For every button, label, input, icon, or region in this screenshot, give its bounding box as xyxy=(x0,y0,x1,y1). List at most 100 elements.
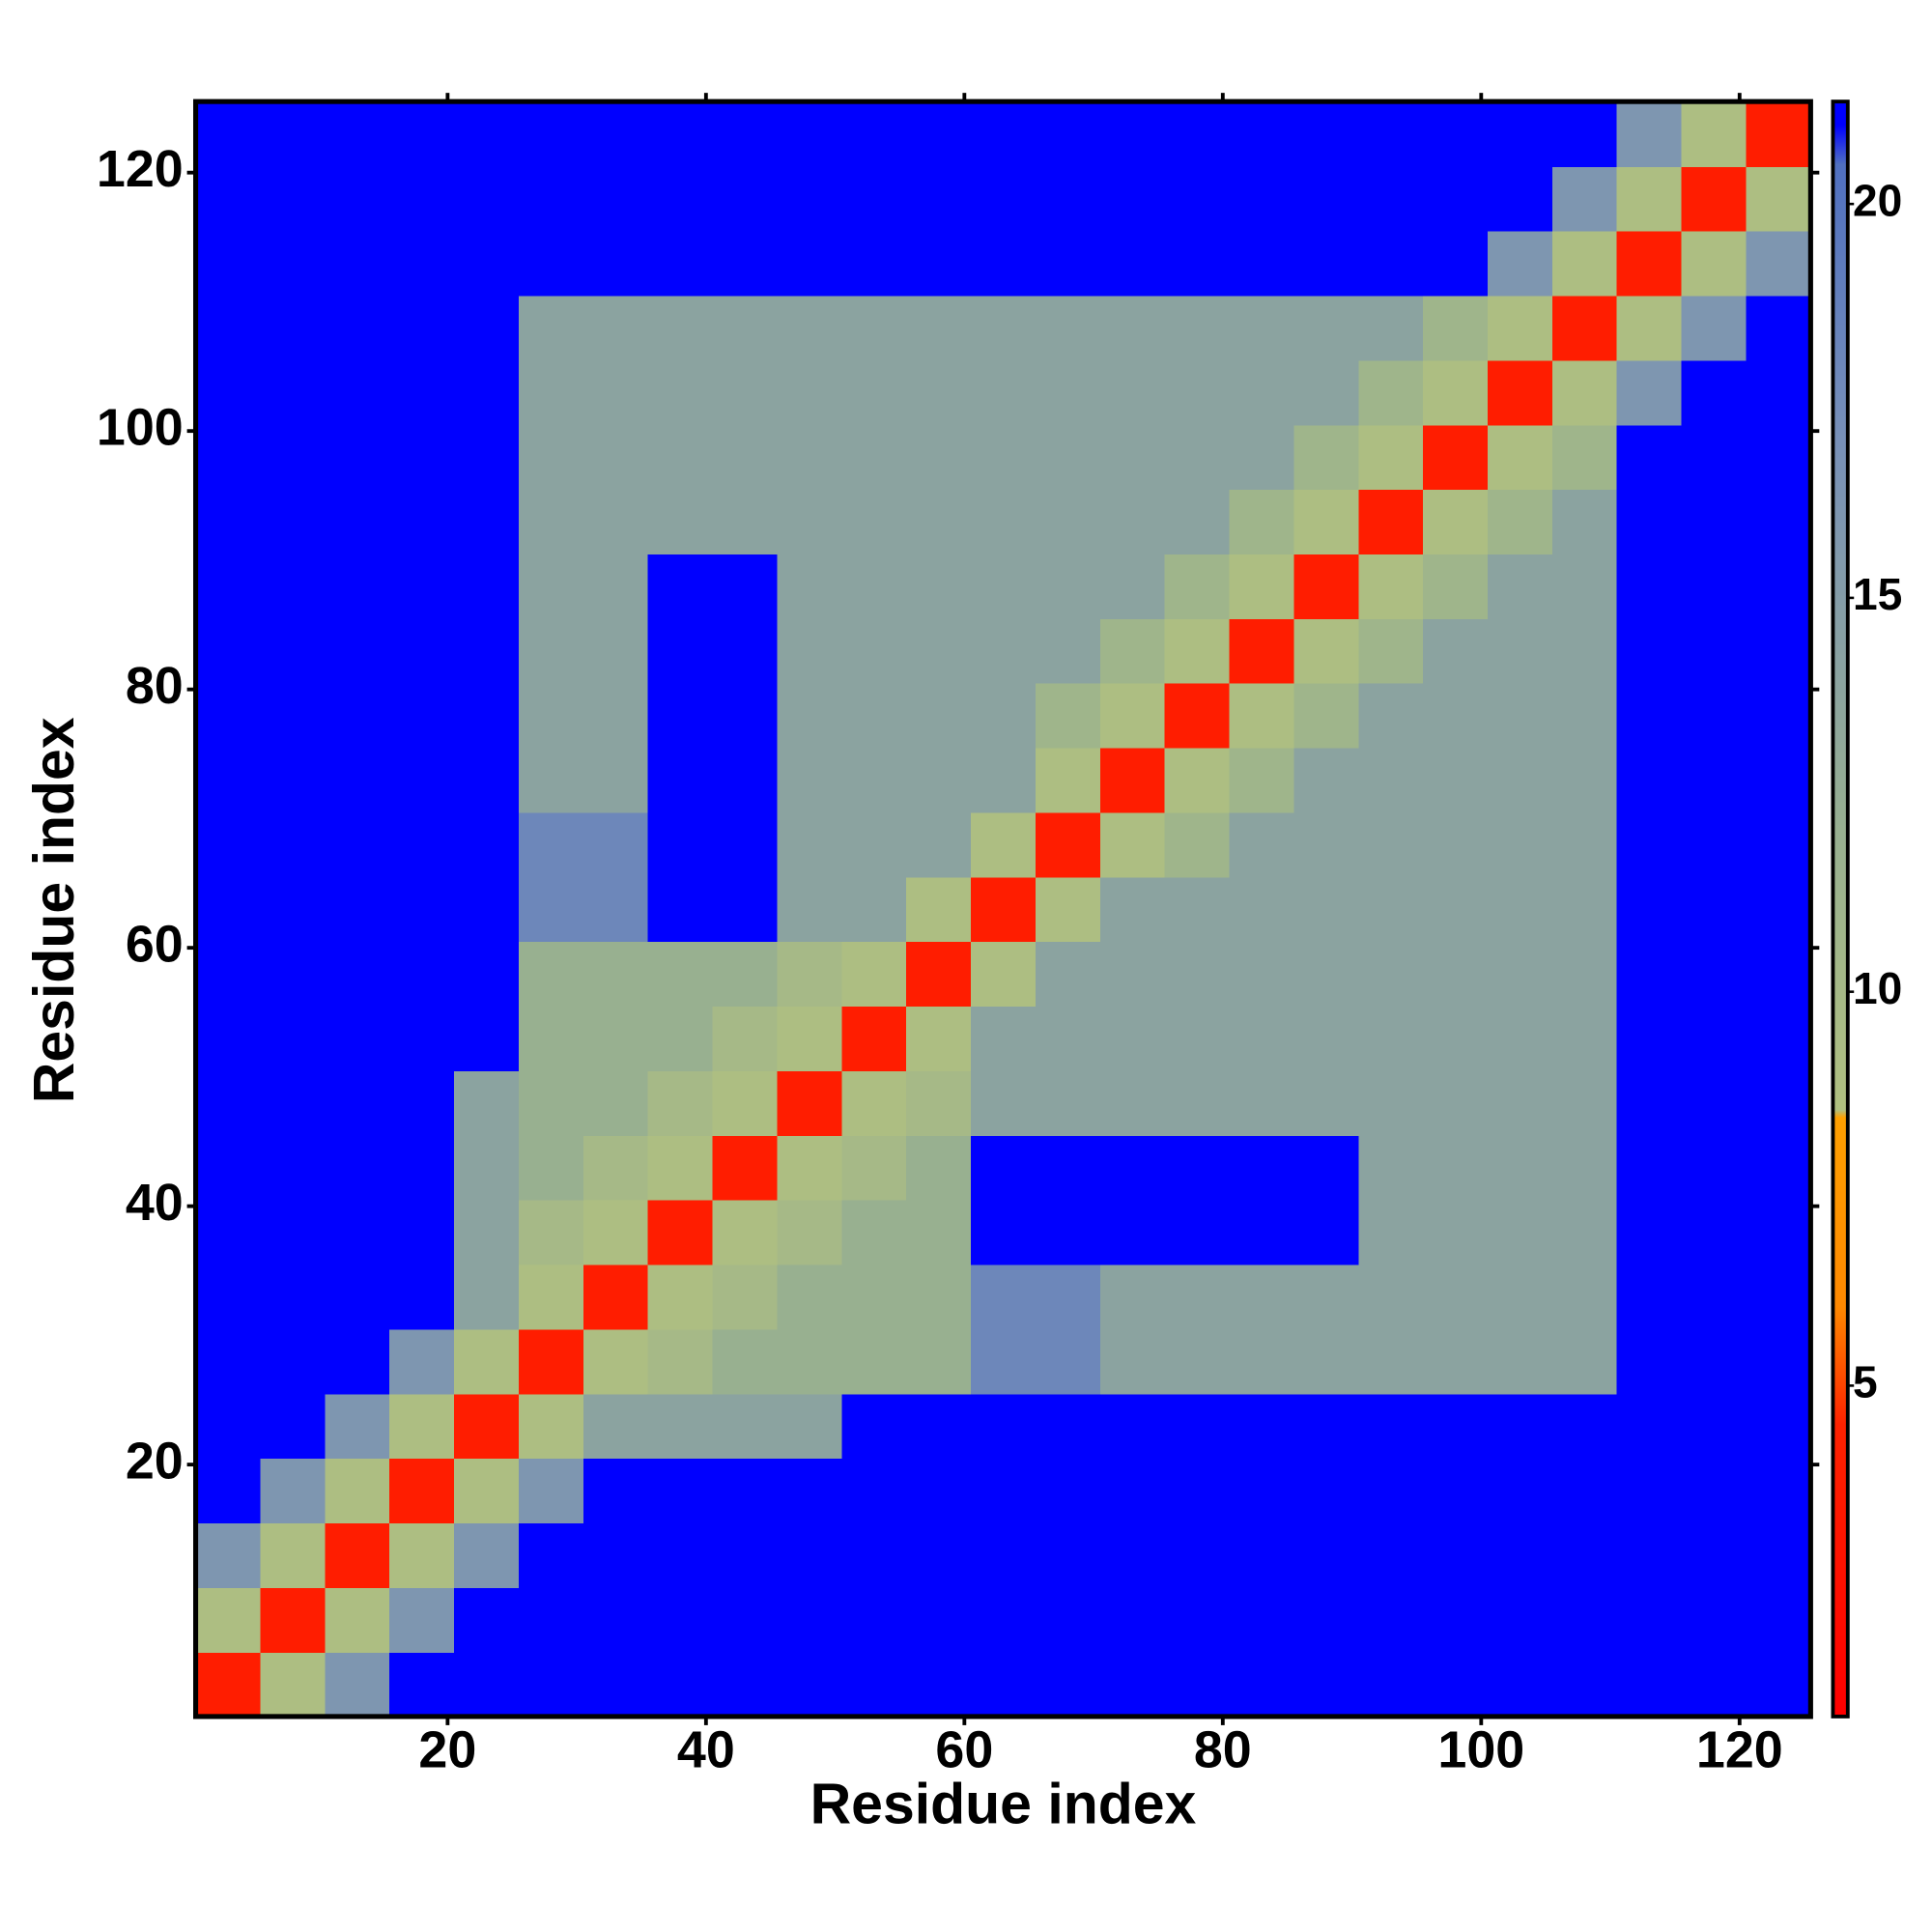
heatmap-cell xyxy=(260,747,327,813)
heatmap-cell xyxy=(1746,1006,1812,1071)
heatmap-cell xyxy=(1616,1199,1683,1265)
heatmap-cell xyxy=(454,876,520,943)
heatmap-cell xyxy=(389,1264,455,1330)
heatmap-cell xyxy=(195,1199,262,1265)
heatmap-cell xyxy=(1551,618,1618,684)
heatmap-cell xyxy=(454,1458,520,1524)
heatmap-cell xyxy=(325,1199,390,1265)
heatmap-cell xyxy=(325,1587,390,1653)
heatmap-cell xyxy=(389,747,455,813)
heatmap-cell xyxy=(1681,811,1747,878)
heatmap-cell xyxy=(1551,941,1618,1008)
heatmap-cell xyxy=(1035,876,1101,943)
heatmap-cell xyxy=(1616,230,1683,297)
heatmap-cell xyxy=(325,811,390,878)
heatmap-cell xyxy=(1423,682,1489,749)
heatmap-cell xyxy=(518,424,584,491)
heatmap-cell xyxy=(1164,489,1231,554)
heatmap-cell xyxy=(647,618,714,684)
heatmap-cell xyxy=(1293,1587,1360,1653)
x-tick-label: 40 xyxy=(677,1721,735,1779)
heatmap-cell xyxy=(260,295,327,361)
heatmap-cell xyxy=(195,618,262,684)
x-tick-label: 120 xyxy=(1696,1721,1783,1779)
heatmap-cell xyxy=(454,811,520,878)
heatmap-cell xyxy=(389,1135,455,1201)
heatmap-cell xyxy=(1551,1328,1618,1395)
heatmap-cell xyxy=(260,359,327,426)
y-tick-label: 120 xyxy=(97,140,184,198)
heatmap-cell xyxy=(1746,424,1812,491)
heatmap-cell xyxy=(1423,1522,1489,1588)
heatmap-cell xyxy=(454,1652,520,1718)
heatmap-cell xyxy=(1358,1587,1424,1653)
heatmap-cell xyxy=(325,424,390,491)
heatmap-cell xyxy=(971,1458,1037,1524)
heatmap-cell xyxy=(389,1199,455,1265)
heatmap-cell xyxy=(389,359,455,426)
heatmap-cell xyxy=(582,295,649,361)
heatmap-cell xyxy=(1681,1458,1747,1524)
heatmap-cell xyxy=(1551,166,1618,232)
heatmap-cell xyxy=(906,295,972,361)
heatmap-cell xyxy=(1358,1393,1424,1460)
heatmap-cell xyxy=(1293,1458,1360,1524)
heatmap-cell xyxy=(841,876,907,943)
heatmap-cell xyxy=(777,101,843,167)
heatmap-cell xyxy=(1164,295,1231,361)
heatmap-cell xyxy=(1099,166,1166,232)
heatmap-cell xyxy=(1487,618,1553,684)
heatmap-cell xyxy=(1681,101,1747,167)
heatmap-cell xyxy=(1551,811,1618,878)
heatmap-cell xyxy=(1358,554,1424,619)
heatmap-cell xyxy=(841,1587,907,1653)
heatmap-cell xyxy=(1487,1135,1553,1201)
heatmap-cell xyxy=(712,166,779,232)
heatmap-cell xyxy=(1293,1070,1360,1136)
heatmap-cell xyxy=(841,101,907,167)
y-tick-label: 40 xyxy=(126,1174,184,1232)
heatmap-cell xyxy=(1293,876,1360,943)
heatmap-cell xyxy=(582,1458,649,1524)
heatmap-cell xyxy=(971,941,1037,1008)
heatmap-cell xyxy=(582,1328,649,1395)
heatmap-cell xyxy=(1616,101,1683,167)
heatmap-cell xyxy=(971,554,1037,619)
heatmap-cell xyxy=(1358,489,1424,554)
heatmap-cell xyxy=(777,618,843,684)
heatmap-cell xyxy=(1293,1135,1360,1201)
heatmap-cell xyxy=(1681,1587,1747,1653)
heatmap-cell xyxy=(1164,166,1231,232)
heatmap-cell xyxy=(1358,1199,1424,1265)
heatmap-cell xyxy=(1358,1458,1424,1524)
heatmap-cell xyxy=(1746,101,1812,167)
heatmap-cell xyxy=(1616,424,1683,491)
heatmap-cell xyxy=(454,101,520,167)
heatmap-cell xyxy=(1551,101,1618,167)
heatmap-cell xyxy=(1487,1458,1553,1524)
heatmap-cell xyxy=(1293,424,1360,491)
heatmap-cell xyxy=(195,1135,262,1201)
heatmap-cell xyxy=(971,489,1037,554)
heatmap-cell xyxy=(712,1587,779,1653)
heatmap-cell xyxy=(195,424,262,491)
heatmap-cell xyxy=(1164,1522,1231,1588)
heatmap-cell xyxy=(1746,1199,1812,1265)
heatmap-cell xyxy=(1616,1393,1683,1460)
heatmap-cell xyxy=(582,941,649,1008)
heatmap-cell xyxy=(1616,554,1683,619)
heatmap-cell xyxy=(518,166,584,232)
heatmap-cell xyxy=(389,101,455,167)
heatmap-cell xyxy=(906,876,972,943)
heatmap-cell xyxy=(260,489,327,554)
heatmap-cell xyxy=(389,618,455,684)
heatmap-cell xyxy=(971,1264,1037,1330)
heatmap-cell xyxy=(712,295,779,361)
heatmap-cell xyxy=(195,682,262,749)
heatmap-cell xyxy=(1293,1652,1360,1718)
heatmap-cell xyxy=(582,489,649,554)
heatmap-cell xyxy=(647,1135,714,1201)
heatmap-cell xyxy=(582,618,649,684)
heatmap-cell xyxy=(906,1199,972,1265)
heatmap-cell xyxy=(518,1006,584,1071)
